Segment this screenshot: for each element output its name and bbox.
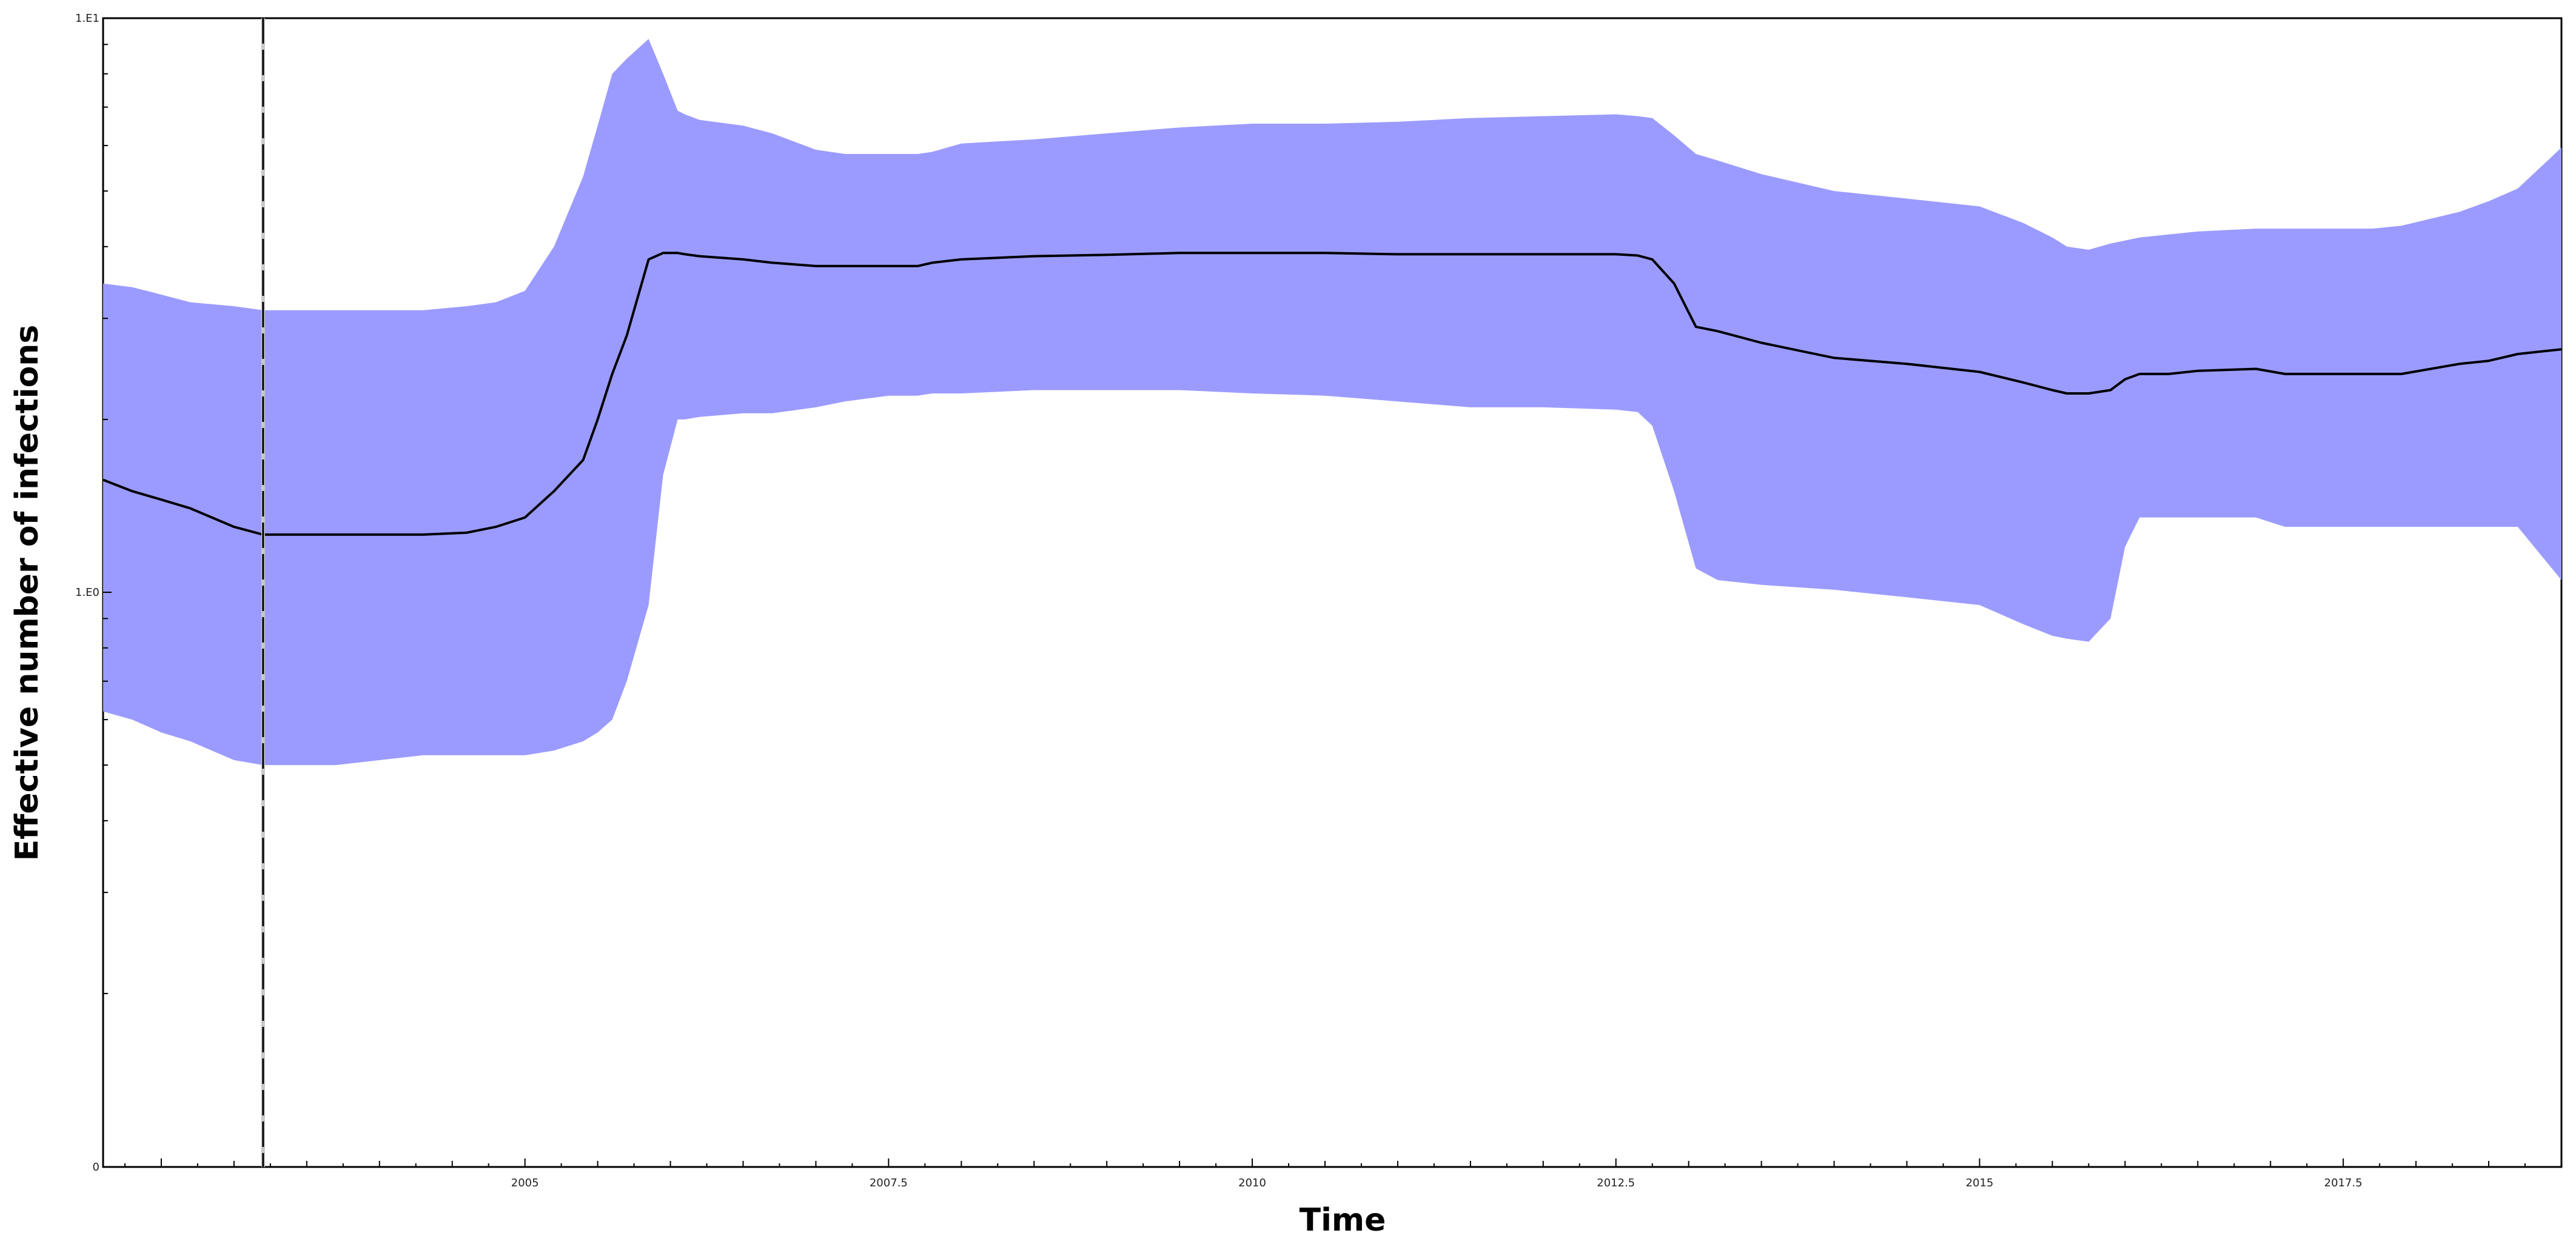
- y-tick-label: 0: [93, 1161, 99, 1174]
- y-tick-label: 1.E1: [75, 12, 99, 25]
- median-series: [102, 252, 2562, 536]
- x-tick-label: 2012.5: [1597, 1177, 1635, 1189]
- x-tick-label: 2007.5: [870, 1177, 908, 1189]
- median-line: [102, 252, 2562, 536]
- x-tick-label: 2015: [1966, 1177, 1994, 1189]
- band-area: [103, 39, 2561, 766]
- x-tick-label: 2017.5: [2324, 1177, 2363, 1189]
- credible-interval-band: [103, 39, 2561, 766]
- y-tick-label: 1.E0: [75, 586, 99, 599]
- x-axis-title: Time: [1300, 1202, 1386, 1238]
- x-tick-label: 2005: [511, 1177, 539, 1189]
- x-tick-label: 2010: [1238, 1177, 1266, 1189]
- x-axis: 2005 2007.5 2010 2012.5 2015 2017.5: [124, 1158, 2562, 1189]
- y-axis-title: Effective number of infections: [9, 325, 45, 861]
- y-axis: 0 1.E0 1.E1: [75, 12, 112, 1174]
